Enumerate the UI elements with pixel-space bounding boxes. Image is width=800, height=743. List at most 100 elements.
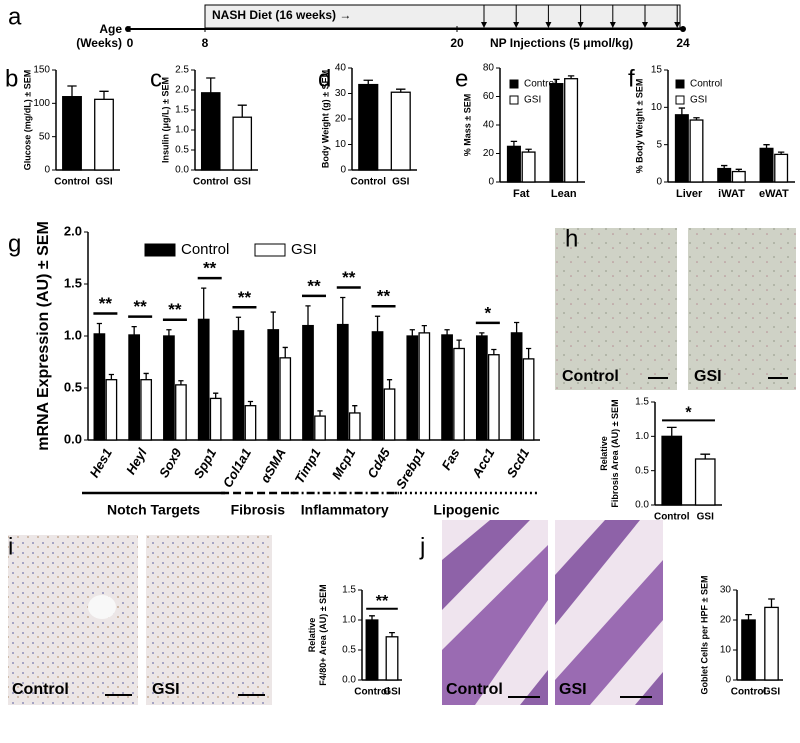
legend-label: Control (181, 241, 229, 258)
bar (358, 83, 379, 171)
y-tick-label: 2.0 (175, 85, 189, 96)
x-tick-label: eWAT (759, 188, 789, 200)
x-tick-label: Scd1 (504, 446, 533, 480)
y-axis-label: Goblet Cells per HPF ± SEM (699, 576, 709, 695)
y-tick-label: 2.0 (64, 223, 82, 238)
y-tick-label: 15 (651, 65, 663, 76)
panel-label: j (419, 533, 425, 560)
x-tick-label: Control (354, 687, 390, 698)
bar (232, 116, 253, 171)
x-tick-label: GSI (95, 177, 112, 188)
y-tick-label: 0.5 (64, 379, 82, 394)
bar (200, 92, 221, 171)
error-bar (363, 79, 373, 85)
bar (717, 167, 732, 183)
error-bar (282, 346, 288, 358)
bar (764, 606, 779, 681)
x-tick-label: Lean (551, 188, 577, 200)
bar (314, 415, 326, 441)
error-bar (237, 104, 247, 118)
error-bar (396, 88, 406, 93)
error-bar (166, 329, 172, 336)
timeline-tick-label: 20 (450, 36, 464, 50)
y-tick-label: 1.0 (342, 615, 356, 626)
arrow-head (674, 22, 681, 28)
bar (175, 384, 187, 441)
image-label: Control (562, 368, 619, 385)
timeline-tick-label: 0 (127, 36, 134, 50)
bar (694, 458, 716, 506)
bar (510, 332, 523, 441)
error-bar (178, 380, 184, 385)
error-bar (567, 75, 575, 79)
arrow-head (609, 22, 616, 28)
error-bar (374, 315, 381, 332)
panel-label: g (8, 230, 21, 257)
y-axis-label: Fibrosis Area (AU) ± SEM (610, 399, 620, 507)
x-tick-label: Spp1 (190, 446, 219, 481)
bar (418, 332, 431, 441)
error-bar (270, 311, 276, 330)
error-bar (369, 615, 375, 620)
micrograph (688, 228, 796, 390)
x-tick-label: Acc1 (468, 446, 497, 481)
bar (197, 318, 210, 441)
image-label: Control (446, 681, 503, 698)
bar (406, 335, 419, 441)
y-tick-label: 0 (656, 177, 662, 188)
significance-label: ** (342, 268, 356, 287)
error-bar (693, 117, 700, 121)
x-tick-label: Control (193, 177, 229, 188)
significance-label: * (685, 405, 692, 422)
group-label: Inflammatory (301, 502, 389, 518)
legend-label: GSI (690, 95, 707, 106)
x-tick-label: Liver (676, 188, 703, 200)
bar (487, 354, 500, 441)
legend-swatch (144, 243, 176, 257)
y-axis-label: % Mass ± SEM (462, 94, 472, 156)
arrow-head (481, 22, 487, 28)
error-bar (389, 631, 395, 637)
bar (441, 334, 453, 441)
bar (163, 335, 175, 441)
error-bar (525, 148, 532, 153)
y-tick-label: 0.5 (342, 645, 356, 656)
y-tick-label: 1.5 (342, 585, 356, 596)
legend-label: GSI (524, 95, 541, 106)
y-tick-label: 1.5 (64, 275, 82, 290)
legend-swatch (509, 95, 519, 105)
y-tick-label: 60 (483, 91, 495, 102)
x-tick-label: αSMA (257, 446, 288, 486)
injection-arrows (481, 5, 681, 28)
legend-swatch (254, 243, 286, 257)
micrograph (555, 520, 663, 705)
group-label: Fibrosis (231, 502, 286, 518)
significance-label: * (485, 303, 492, 322)
y-tick-label: 1.5 (635, 397, 649, 408)
y-tick-label: 150 (33, 65, 50, 76)
error-bar (721, 164, 728, 169)
error-bar (201, 287, 207, 320)
injection-label: NP Injections (5 μmol/kg) (490, 36, 633, 50)
bar (105, 379, 118, 441)
y-tick-label: 0.0 (175, 165, 189, 176)
error-bar (99, 90, 109, 100)
y-tick-label: 0 (488, 177, 494, 188)
bar (385, 636, 399, 681)
x-tick-label: GSI (392, 177, 409, 188)
image-label: GSI (559, 681, 587, 698)
error-bar (479, 332, 485, 336)
y-axis-label: Relative (599, 436, 609, 471)
y-axis-label: F4/80+ Area (AU) ± SEM (318, 584, 328, 685)
significance-label: ** (168, 300, 182, 319)
error-bar (768, 598, 775, 608)
y-tick-label: 5 (656, 139, 662, 150)
error-bar (763, 144, 770, 149)
arrow-head (577, 22, 584, 28)
bar (93, 333, 106, 441)
y-tick-label: 20 (335, 114, 347, 125)
y-tick-label: 0 (340, 165, 346, 176)
bar (521, 151, 536, 183)
y-tick-label: 0 (44, 165, 50, 176)
